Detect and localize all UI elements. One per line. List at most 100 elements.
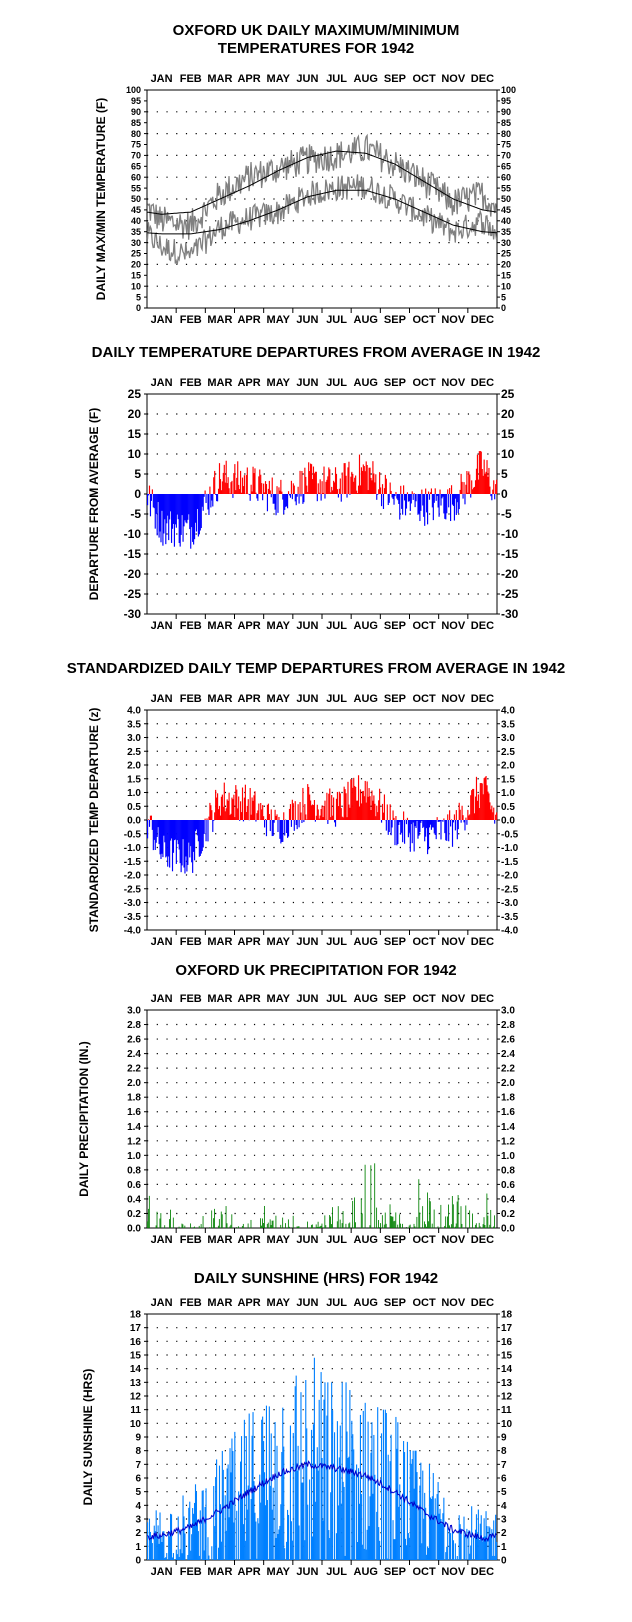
y-tick-label-left: 11 — [130, 1405, 141, 1416]
departure-bar — [389, 804, 391, 820]
sunshine-bar — [413, 1488, 415, 1560]
sunshine-bar — [450, 1533, 452, 1560]
sunshine-bar — [307, 1504, 309, 1560]
departure-bar — [312, 466, 315, 494]
sunshine-bar — [409, 1450, 411, 1560]
departure-bar — [443, 818, 445, 820]
departure-bar — [242, 486, 245, 494]
sunshine-bar — [438, 1513, 440, 1560]
departure-bar — [469, 814, 471, 820]
departure-bar — [360, 467, 362, 494]
departure-bar — [273, 494, 275, 504]
month-label-bottom: MAR — [207, 620, 232, 632]
departure-bar — [361, 470, 363, 494]
departure-bar — [326, 479, 328, 494]
y-tick-label-right: 55 — [501, 183, 511, 193]
departure-bar — [185, 820, 187, 857]
sunshine-bar — [351, 1420, 353, 1560]
sunshine-bar — [466, 1528, 468, 1560]
departure-bar — [355, 786, 357, 820]
departure-bar — [486, 785, 488, 820]
departure-bar — [217, 494, 219, 502]
departure-bar — [156, 494, 158, 536]
month-label-bottom: NOV — [441, 1234, 466, 1246]
precip-bar — [451, 1196, 453, 1228]
departure-bar — [482, 475, 484, 494]
departure-bar — [403, 485, 405, 494]
sunshine-bar — [251, 1435, 253, 1560]
sunshine-bar — [263, 1441, 265, 1560]
departure-bar — [416, 820, 418, 821]
y-tick-label-left: 18 — [130, 1310, 142, 1321]
y-tick-label-left: 14 — [130, 1364, 142, 1375]
plot-area — [146, 1009, 498, 1229]
precip-bar — [155, 1225, 157, 1228]
departure-bar — [453, 814, 456, 820]
precip-bar — [437, 1226, 439, 1228]
departure-bar — [253, 795, 255, 820]
sunshine-bar — [449, 1529, 451, 1560]
sunshine-bar — [221, 1450, 223, 1560]
departure-bar — [222, 472, 224, 494]
departure-bar — [496, 812, 498, 820]
month-label-bottom: OCT — [412, 620, 436, 632]
precip-bar — [478, 1222, 480, 1228]
departure-bar — [404, 494, 407, 516]
precip-bar — [147, 1208, 149, 1228]
departure-bar — [203, 494, 205, 497]
departure-bar — [434, 488, 436, 494]
y-tick-label-left: 9 — [135, 1433, 141, 1444]
departure-bar — [424, 494, 426, 526]
departure-bar — [290, 820, 292, 827]
sunshine-bar — [484, 1536, 486, 1560]
departure-bar — [432, 820, 434, 828]
departure-bar — [477, 794, 479, 820]
month-label-top: DEC — [471, 693, 494, 705]
departure-bar — [286, 494, 288, 507]
departure-bar — [178, 494, 180, 543]
y-tick-label-right: 2.2 — [501, 1064, 515, 1075]
departure-bar — [473, 788, 475, 820]
y-tick-label-left: -30 — [124, 607, 142, 621]
sunshine-bar — [446, 1546, 448, 1560]
precip-bar — [424, 1221, 425, 1228]
departure-bar — [241, 787, 244, 820]
precip-bar — [418, 1179, 420, 1228]
sunshine-bar — [330, 1492, 332, 1560]
month-label-bottom: JAN — [151, 936, 173, 948]
departure-bar — [448, 820, 450, 842]
departure-bar — [307, 784, 309, 820]
departure-bar — [493, 807, 495, 820]
sunshine-bar — [482, 1537, 484, 1560]
departure-bar — [379, 472, 381, 494]
departure-bar — [427, 820, 429, 855]
precip-bar — [181, 1223, 183, 1228]
month-label-bottom: APR — [237, 936, 260, 948]
departure-bar — [321, 481, 323, 494]
departure-bar — [445, 494, 447, 520]
y-tick-label-left: 2.5 — [127, 747, 141, 758]
month-label-top: DEC — [471, 73, 494, 85]
sunshine-bar — [439, 1508, 441, 1560]
precip-bar — [164, 1225, 166, 1228]
departure-bar — [324, 494, 326, 499]
sunshine-bar — [197, 1531, 199, 1560]
departure-bar — [403, 494, 406, 501]
departure-bar — [262, 494, 264, 501]
month-label-top: MAY — [267, 1297, 291, 1309]
y-tick-label-right: -2.0 — [501, 871, 519, 882]
departure-bar — [209, 802, 211, 820]
y-tick-label-right: 0 — [501, 303, 506, 313]
departure-bar — [429, 492, 432, 494]
departure-bar — [401, 820, 403, 833]
y-tick-label-left: -3.5 — [124, 912, 142, 923]
sunshine-bar — [394, 1539, 396, 1560]
departure-bar — [306, 819, 308, 820]
sunshine-bar — [327, 1382, 329, 1560]
departure-bar — [281, 491, 283, 494]
departure-bar — [191, 820, 193, 863]
departure-bar — [282, 820, 284, 842]
sunshine-bar — [433, 1514, 435, 1560]
departure-bar — [465, 484, 467, 494]
departure-bar — [439, 489, 441, 494]
